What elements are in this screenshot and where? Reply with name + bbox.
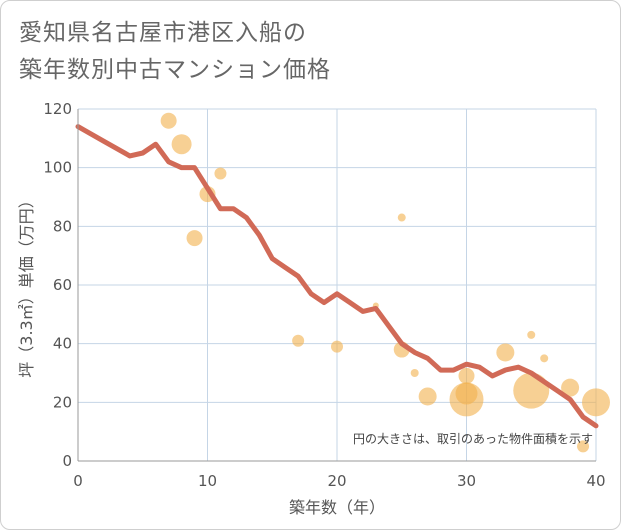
axes [77, 109, 596, 462]
y-tick-label: 80 [53, 217, 72, 235]
y-tick-label: 0 [62, 452, 72, 470]
bubble-point [513, 372, 550, 409]
bubble-point [331, 340, 343, 353]
bubble-point [397, 213, 406, 222]
title-line-1: 愛知県名古屋市港区入船の [19, 20, 307, 46]
x-tick-label: 0 [73, 472, 83, 490]
tick-labels: 0 10 20 30 40 0 20 40 60 80 100 120 [43, 100, 605, 490]
x-tick-label: 40 [586, 472, 605, 490]
bubble-point [171, 134, 192, 155]
trend-line-layer [75, 124, 599, 429]
bubble-point [418, 387, 437, 406]
x-axis-label: 築年数（年） [289, 498, 385, 517]
y-tick-label: 60 [53, 276, 72, 294]
title-line-2: 築年数別中古マンション価格 [19, 57, 331, 83]
bubble-point [540, 354, 549, 363]
y-tick-label: 40 [53, 335, 72, 353]
bubble-point [561, 378, 580, 397]
x-tick-label: 10 [198, 472, 217, 490]
y-tick-label: 120 [43, 100, 72, 118]
y-axis-label: 坪（3.3㎡）単価（万円） [17, 192, 36, 377]
bubble-series [160, 112, 610, 453]
x-tick-label: 30 [457, 472, 476, 490]
bubble-point [496, 343, 515, 362]
bubble-point [214, 167, 227, 180]
x-tick-label: 20 [327, 472, 346, 490]
y-tick-label: 20 [53, 393, 72, 411]
bubble-point [582, 388, 610, 417]
chart-title: 愛知県名古屋市港区入船の 築年数別中古マンション価格 [19, 15, 331, 89]
grid-lines [78, 108, 597, 461]
bubble-point [449, 382, 484, 417]
bubble-point [292, 334, 305, 347]
bubble-point [458, 367, 475, 384]
trend-line [75, 124, 599, 429]
bubble-point [527, 330, 536, 339]
bubble-point [410, 369, 419, 377]
bubble-point [577, 440, 590, 453]
y-tick-label: 100 [43, 159, 72, 177]
bubble-point [186, 230, 203, 247]
bubble-point [160, 112, 177, 129]
bubble-size-note: 円の大きさは、取引のあった物件面積を示す [353, 431, 593, 446]
